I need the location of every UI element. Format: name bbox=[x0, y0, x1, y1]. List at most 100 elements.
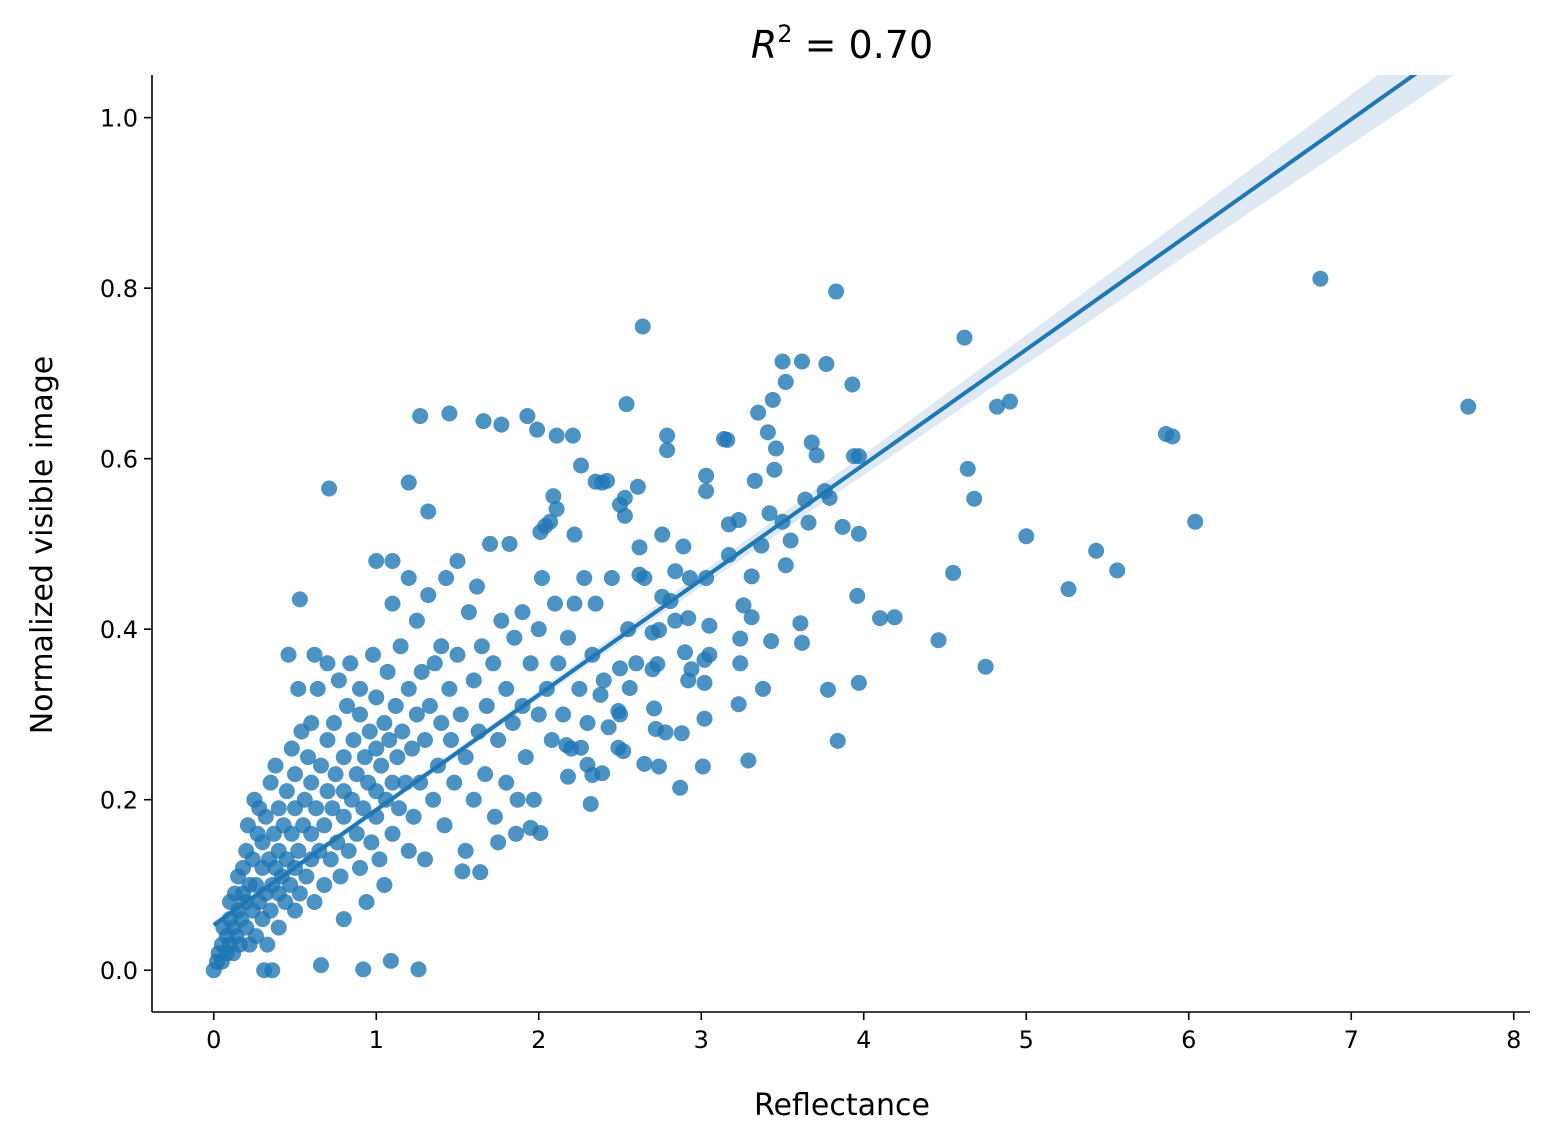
data-point bbox=[543, 732, 560, 749]
data-point bbox=[587, 595, 604, 612]
data-point bbox=[844, 376, 861, 393]
data-point bbox=[850, 525, 867, 542]
data-point bbox=[256, 962, 273, 979]
data-point bbox=[657, 724, 674, 741]
title-rest: = 0.70 bbox=[793, 23, 934, 67]
data-point bbox=[989, 398, 1005, 415]
data-point bbox=[368, 552, 385, 569]
data-point bbox=[1312, 270, 1329, 287]
data-point bbox=[694, 758, 711, 775]
data-point bbox=[532, 523, 549, 540]
data-point bbox=[306, 894, 323, 911]
data-point bbox=[498, 680, 515, 697]
scatter-points bbox=[205, 270, 1477, 979]
data-point bbox=[716, 431, 732, 448]
data-point bbox=[808, 447, 825, 464]
data-point bbox=[579, 714, 596, 731]
data-point bbox=[571, 680, 588, 697]
data-point bbox=[355, 961, 372, 978]
data-point bbox=[576, 570, 593, 587]
data-point bbox=[794, 634, 810, 651]
data-point bbox=[316, 817, 333, 834]
data-point bbox=[750, 404, 767, 421]
data-point bbox=[1060, 581, 1077, 598]
x-tick-label: 0 bbox=[206, 1026, 221, 1054]
data-point bbox=[420, 587, 437, 604]
x-axis-label: Reflectance bbox=[754, 1088, 930, 1123]
data-point bbox=[834, 518, 851, 535]
data-point bbox=[612, 660, 628, 677]
data-point bbox=[335, 808, 352, 825]
data-point bbox=[850, 674, 867, 691]
data-point bbox=[384, 552, 401, 569]
data-point bbox=[501, 535, 518, 552]
data-point bbox=[566, 526, 583, 543]
data-point bbox=[248, 928, 264, 945]
data-point bbox=[519, 408, 536, 425]
data-point bbox=[300, 749, 316, 766]
data-point bbox=[701, 617, 718, 634]
data-point bbox=[849, 587, 866, 604]
data-point bbox=[829, 732, 846, 749]
data-point bbox=[677, 644, 693, 661]
data-point bbox=[698, 483, 715, 500]
data-point bbox=[566, 595, 583, 612]
data-point bbox=[452, 706, 469, 723]
data-point bbox=[327, 766, 344, 783]
data-point bbox=[443, 732, 459, 749]
data-point bbox=[355, 800, 372, 817]
data-point bbox=[818, 356, 835, 373]
data-point bbox=[493, 416, 510, 433]
data-point bbox=[636, 570, 653, 587]
data-point bbox=[654, 588, 671, 605]
data-point bbox=[681, 570, 698, 587]
data-point bbox=[330, 672, 347, 689]
data-point bbox=[612, 706, 628, 723]
data-point bbox=[759, 424, 776, 441]
data-point bbox=[343, 791, 360, 808]
data-point bbox=[298, 868, 315, 885]
data-point bbox=[449, 646, 466, 663]
data-point bbox=[436, 817, 453, 834]
regression-line-group bbox=[212, 75, 1418, 927]
data-point bbox=[361, 723, 378, 740]
data-point bbox=[348, 825, 365, 842]
x-tick-label: 7 bbox=[1344, 1026, 1359, 1054]
y-ticks: 0.0 0.2 0.4 0.6 0.8 1.0 bbox=[100, 105, 152, 985]
data-point bbox=[508, 825, 524, 842]
data-point bbox=[259, 936, 276, 953]
data-point bbox=[584, 766, 601, 783]
data-point bbox=[522, 655, 539, 672]
data-point bbox=[675, 538, 692, 555]
data-point bbox=[472, 864, 489, 881]
data-point bbox=[886, 609, 903, 626]
data-point bbox=[384, 774, 401, 791]
data-point bbox=[782, 532, 799, 549]
data-point bbox=[582, 795, 599, 812]
data-point bbox=[592, 686, 609, 703]
data-point bbox=[449, 552, 466, 569]
data-point bbox=[560, 768, 576, 785]
data-point bbox=[545, 488, 562, 505]
data-point bbox=[720, 516, 737, 533]
data-point bbox=[381, 732, 398, 749]
data-point bbox=[400, 842, 417, 859]
data-point bbox=[698, 467, 715, 484]
data-point bbox=[267, 757, 284, 774]
data-point bbox=[587, 473, 604, 490]
data-point bbox=[368, 740, 385, 757]
data-point bbox=[803, 434, 820, 451]
data-point bbox=[446, 774, 463, 791]
data-point bbox=[486, 808, 503, 825]
data-point bbox=[465, 791, 482, 808]
data-point bbox=[599, 472, 615, 489]
data-point bbox=[631, 539, 648, 556]
x-tick-label: 5 bbox=[1019, 1026, 1034, 1054]
data-point bbox=[755, 680, 771, 697]
data-point bbox=[410, 961, 427, 978]
data-point bbox=[400, 474, 417, 491]
data-point bbox=[441, 680, 458, 697]
data-point bbox=[730, 696, 747, 713]
data-point bbox=[872, 610, 888, 627]
data-point bbox=[490, 834, 507, 851]
